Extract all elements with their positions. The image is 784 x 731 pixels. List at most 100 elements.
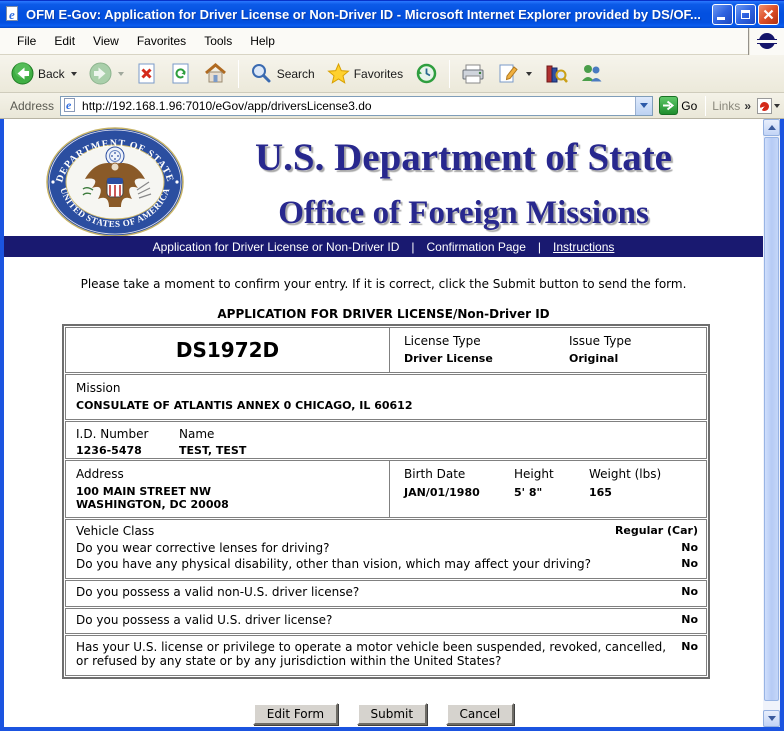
menu-edit[interactable]: Edit bbox=[54, 34, 76, 48]
links-label[interactable]: Links bbox=[712, 98, 741, 113]
cell-divider bbox=[389, 328, 390, 372]
forward-dropdown-icon bbox=[117, 71, 124, 76]
address-label: Address bbox=[10, 98, 55, 113]
ie-document-icon: e bbox=[5, 6, 22, 23]
favorites-star-icon bbox=[326, 62, 350, 84]
height-value: 5' 8" bbox=[514, 486, 543, 499]
home-button[interactable] bbox=[199, 59, 232, 88]
issue-type-value: Original bbox=[569, 352, 619, 365]
name-value: TEST, TEST bbox=[179, 444, 247, 457]
search-button[interactable]: Search bbox=[245, 59, 320, 88]
messenger-button[interactable] bbox=[575, 59, 609, 88]
question-text: Has your U.S. license or privilege to op… bbox=[76, 640, 667, 668]
nav-application-link[interactable]: Application for Driver License or Non-Dr… bbox=[152, 239, 400, 254]
print-button[interactable] bbox=[456, 59, 490, 88]
favorites-label: Favorites bbox=[353, 66, 404, 81]
address-line2: WASHINGTON, DC 20008 bbox=[76, 498, 229, 511]
question-answer: No bbox=[681, 613, 698, 626]
nav-confirmation-link[interactable]: Confirmation Page bbox=[426, 239, 526, 254]
submit-button[interactable]: Submit bbox=[356, 703, 428, 725]
license-type-value: Driver License bbox=[404, 352, 493, 365]
go-label: Go bbox=[681, 98, 698, 113]
menu-view[interactable]: View bbox=[93, 34, 119, 48]
edit-form-button[interactable]: Edit Form bbox=[252, 703, 339, 725]
scroll-down-icon bbox=[767, 716, 776, 721]
form-actions: Edit Form Submit Cancel bbox=[4, 703, 763, 725]
web-page: DEPARTMENT OF STATE UNITED STATES OF AME… bbox=[4, 119, 763, 727]
confirmation-message: Please take a moment to confirm your ent… bbox=[80, 277, 687, 291]
vertical-scrollbar[interactable] bbox=[763, 119, 780, 727]
links-chevron-icon[interactable]: » bbox=[744, 98, 751, 113]
cancel-button[interactable]: Cancel bbox=[445, 703, 515, 725]
nav-instructions-link[interactable]: Instructions bbox=[553, 239, 615, 254]
page-nav-bar: Application for Driver License or Non-Dr… bbox=[4, 236, 763, 257]
refresh-button[interactable] bbox=[165, 59, 197, 88]
row-form-number: DS1972D License Type Driver License Issu… bbox=[65, 327, 707, 373]
row-id-name: I.D. Number 1236-5478 Name TEST, TEST bbox=[65, 421, 707, 459]
scrollbar-thumb[interactable] bbox=[764, 137, 779, 701]
address-field-label: Address bbox=[76, 467, 124, 481]
edit-dropdown-icon[interactable] bbox=[526, 71, 533, 76]
history-button[interactable] bbox=[410, 59, 443, 88]
question-text: Do you possess a valid U.S. driver licen… bbox=[76, 613, 333, 627]
question-row: Has your U.S. license or privilege to op… bbox=[65, 635, 707, 676]
home-icon bbox=[204, 63, 226, 83]
address-input[interactable] bbox=[78, 97, 636, 114]
row-vehicle-class: Vehicle Class Regular (Car) Do you wear … bbox=[65, 519, 707, 579]
stop-icon bbox=[138, 63, 155, 84]
menu-help[interactable]: Help bbox=[250, 34, 275, 48]
nav-separator: | bbox=[537, 239, 542, 254]
close-button[interactable] bbox=[758, 4, 779, 25]
weight-value: 165 bbox=[589, 486, 612, 499]
address-bar: Address e Go Links » bbox=[0, 93, 784, 119]
name-label: Name bbox=[179, 427, 215, 441]
pdf-dropdown-icon[interactable] bbox=[774, 103, 780, 108]
search-icon bbox=[251, 64, 271, 83]
menu-file[interactable]: File bbox=[17, 34, 37, 48]
research-button[interactable] bbox=[539, 59, 573, 88]
menu-tools[interactable]: Tools bbox=[204, 34, 233, 48]
address-dropdown-icon[interactable] bbox=[635, 96, 653, 115]
go-button[interactable]: Go bbox=[659, 96, 697, 115]
department-of-state-seal: DEPARTMENT OF STATE UNITED STATES OF AME… bbox=[46, 127, 184, 237]
maximize-button[interactable] bbox=[735, 4, 756, 25]
menu-bar: File Edit View Favorites Tools Help bbox=[0, 27, 784, 55]
row-mission: Mission CONSULATE OF ATLANTIS ANNEX 0 CH… bbox=[65, 374, 707, 420]
throbber-panel bbox=[748, 27, 784, 55]
issue-type-label: Issue Type bbox=[569, 334, 632, 348]
birth-date-value: JAN/01/1980 bbox=[404, 486, 480, 499]
forward-icon bbox=[89, 62, 112, 85]
edit-button[interactable] bbox=[492, 59, 537, 88]
height-label: Height bbox=[514, 467, 554, 481]
question-text: Do you possess a valid non-U.S. driver l… bbox=[76, 585, 360, 599]
weight-label: Weight (lbs) bbox=[589, 467, 662, 481]
question-answer: No bbox=[681, 585, 698, 598]
favorites-button[interactable]: Favorites bbox=[322, 59, 408, 88]
title-bar: e OFM E-Gov: Application for Driver Lice… bbox=[0, 0, 784, 28]
messenger-people-icon bbox=[582, 65, 602, 82]
adobe-pdf-icon[interactable] bbox=[757, 97, 772, 114]
back-dropdown-icon[interactable] bbox=[70, 71, 77, 76]
vehicle-class-value: Regular (Car) bbox=[614, 524, 698, 537]
question-row: Do you possess a valid U.S. driver licen… bbox=[65, 608, 707, 634]
back-button[interactable]: Back bbox=[6, 59, 82, 88]
search-label: Search bbox=[276, 66, 315, 81]
question-text: Do you have any physical disability, oth… bbox=[76, 557, 592, 571]
menu-favorites[interactable]: Favorites bbox=[136, 34, 187, 48]
page-title: U.S. Department of State bbox=[254, 136, 672, 179]
scroll-down-button[interactable] bbox=[763, 710, 780, 727]
question-answer: No bbox=[681, 541, 698, 554]
address-line1: 100 MAIN STREET NW bbox=[76, 485, 211, 498]
stop-button[interactable] bbox=[131, 59, 163, 88]
vehicle-class-label: Vehicle Class bbox=[76, 524, 155, 538]
question-row: Do you wear corrective lenses for drivin… bbox=[66, 540, 706, 556]
close-icon bbox=[763, 9, 774, 20]
forward-button[interactable] bbox=[84, 59, 129, 88]
question-answer: No bbox=[681, 640, 698, 653]
application-form-table: DS1972D License Type Driver License Issu… bbox=[62, 324, 710, 679]
scroll-up-button[interactable] bbox=[763, 119, 780, 136]
minimize-button[interactable] bbox=[712, 4, 733, 25]
back-icon bbox=[11, 62, 34, 85]
standard-toolbar: Back bbox=[0, 55, 784, 93]
